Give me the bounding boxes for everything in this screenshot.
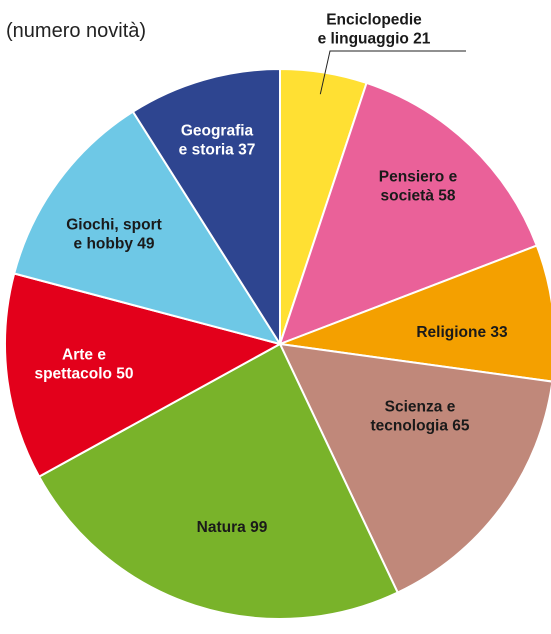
pie-slice-arte-e-spettacolo: [4, 272, 283, 478]
slice-label-line: Natura 99: [197, 519, 268, 536]
slice-label-line: e hobby 49: [74, 236, 155, 253]
slice-label-religione: Religione 33: [416, 324, 508, 341]
pie-slice-pensiero-e-societa: [278, 81, 539, 346]
slice-label-line: Arte e: [62, 347, 106, 364]
slice-label-line: Scienza e: [385, 399, 456, 416]
pie-slice-scienza-e-tecnologia: [278, 342, 551, 594]
slice-label-enciclopedie-e-linguaggio: Enciclopedie e linguaggio 21: [318, 12, 431, 48]
pie-slice-giochi-sport-e-hobby: [12, 110, 283, 346]
leader-line-enciclopedie-e-linguaggio: [319, 50, 466, 95]
slice-label-natura: Natura 99: [197, 519, 268, 536]
slice-label-scienza-e-tecnologia: Scienza e tecnologia 65: [370, 399, 469, 435]
slice-label-line: e storia 37: [179, 142, 256, 159]
slice-label-line: e linguaggio 21: [318, 31, 431, 48]
slice-label-line: Geografia: [181, 123, 254, 140]
slice-label-arte-e-spettacolo: Arte e spettacolo 50: [34, 347, 133, 383]
slice-label-line: tecnologia 65: [370, 418, 469, 435]
slice-label-line: Giochi, sport: [66, 217, 162, 234]
slice-label-line: spettacolo 50: [34, 366, 133, 383]
pie-slice-religione: [279, 244, 551, 383]
slice-label-line: Religione 33: [416, 324, 508, 341]
slice-label-line: società 58: [381, 188, 456, 205]
slice-label-pensiero-e-societa: Pensiero e società 58: [379, 169, 458, 205]
chart-subtitle: (numero novità): [6, 20, 147, 42]
slice-label-geografia-e-storia: Geografia e storia 37: [179, 123, 256, 159]
slice-label-giochi-sport-e-hobby: Giochi, sport e hobby 49: [66, 217, 162, 253]
pie-slice-natura: [37, 342, 400, 620]
pie-slice-geografia-e-storia: [131, 67, 281, 348]
slice-label-line: Pensiero e: [379, 169, 458, 186]
slice-label-line: Enciclopedie: [326, 12, 422, 29]
